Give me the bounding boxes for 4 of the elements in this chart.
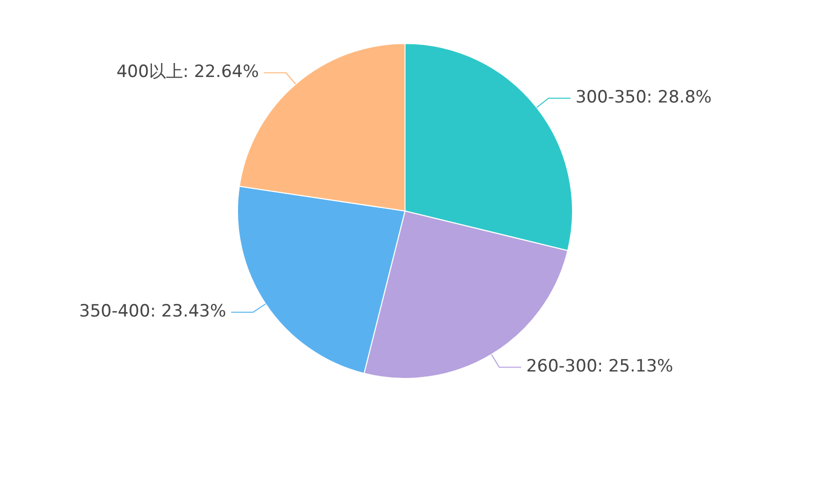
slice-label: 300-350: 28.8% xyxy=(576,88,712,108)
slice-label: 350-400: 23.43% xyxy=(79,302,226,322)
slice-label: 400以上: 22.64% xyxy=(116,62,259,82)
slice-label: 260-300: 25.13% xyxy=(526,356,674,377)
